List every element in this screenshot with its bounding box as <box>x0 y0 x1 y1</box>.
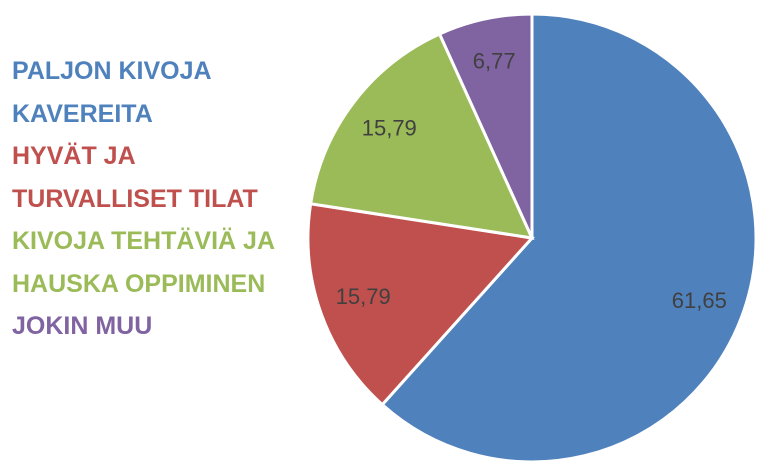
legend-item: PALJON KIVOJA KAVEREITA <box>12 57 211 128</box>
data-label: 6,77 <box>473 49 516 74</box>
data-label: 15,79 <box>362 115 417 140</box>
data-label: 61,65 <box>672 288 727 313</box>
legend-item: HYVÄT JA TURVALLISET TILAT <box>12 142 258 213</box>
legend: PALJON KIVOJA KAVEREITA HYVÄT JA TURVALLI… <box>12 50 297 348</box>
pie-slice <box>306 202 535 407</box>
data-label: 15,79 <box>336 284 391 309</box>
legend-item: KIVOJA TEHTÄVIÄ JA HAUSKA OPPIMINEN <box>12 227 275 298</box>
legend-item: JOKIN MUU <box>12 312 153 340</box>
pie-slice <box>308 31 535 240</box>
pie-slice <box>437 12 534 239</box>
pie-slice <box>380 12 757 464</box>
